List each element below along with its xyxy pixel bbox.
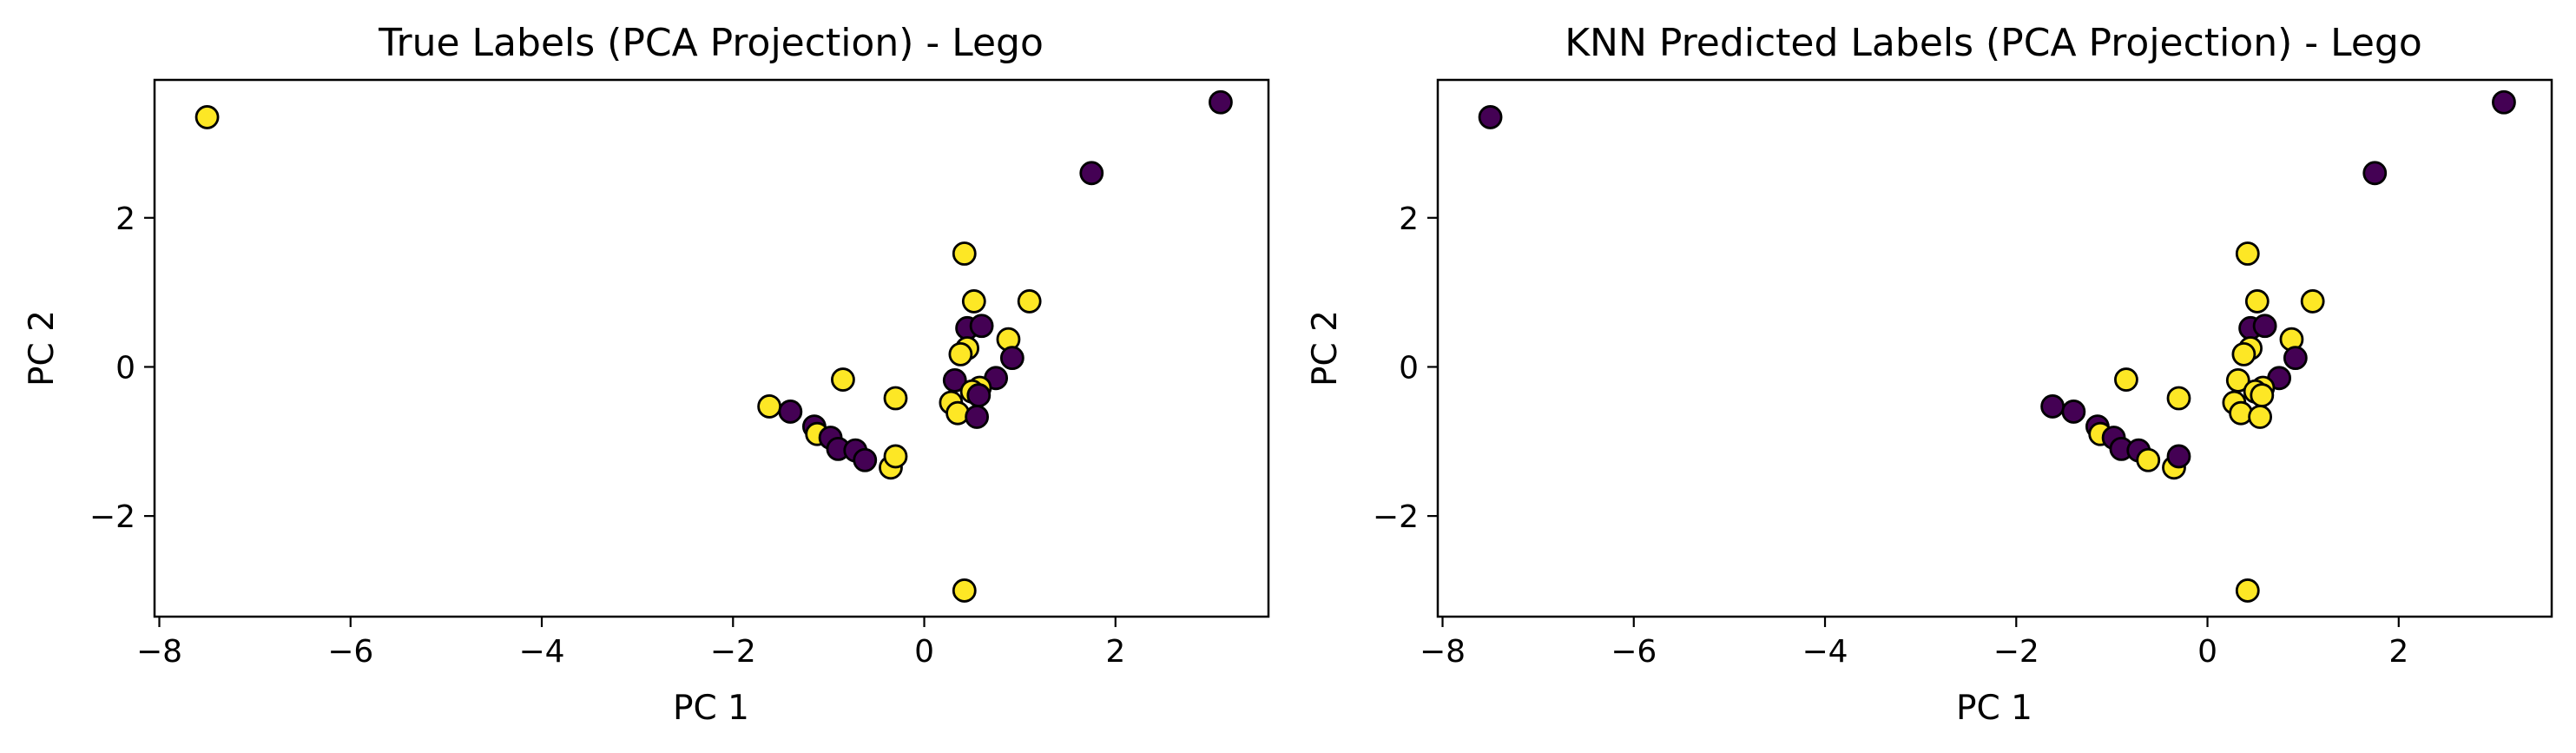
data-point: [2252, 314, 2277, 339]
data-point: [969, 314, 994, 339]
x-tick-label: −6: [1611, 634, 1657, 670]
x-axis-ticks: −8 −6 −4 −2 0 2: [1420, 617, 2408, 670]
true-labels-panel: True Labels (PCA Projection) - Lego −8 −6…: [23, 21, 1270, 728]
y-axis-label: PC 2: [23, 310, 62, 386]
data-point: [194, 105, 220, 129]
data-point: [966, 383, 992, 407]
x-tick-label: 0: [914, 634, 934, 670]
x-axis-label: PC 1: [1956, 689, 2032, 728]
data-point: [1209, 89, 1233, 115]
data-point: [2229, 400, 2253, 426]
y-tick-label: 0: [1399, 350, 1419, 386]
data-point: [2225, 368, 2250, 393]
x-axis-label: PC 1: [673, 689, 749, 728]
data-point: [2235, 241, 2260, 266]
x-tick-label: 2: [2388, 634, 2408, 670]
knn-predicted-labels-panel: KNN Predicted Labels (PCA Projection) - …: [1306, 21, 2553, 728]
data-point: [965, 405, 990, 429]
data-point: [952, 578, 977, 603]
y-axis-label: PC 2: [1306, 310, 1345, 386]
y-axis-ticks: −2 0 2: [1373, 201, 1438, 535]
data-point: [2040, 394, 2065, 419]
data-point: [999, 346, 1024, 371]
data-point: [961, 289, 986, 314]
x-axis-ticks: −8 −6 −4 −2 0 2: [136, 617, 1125, 670]
data-point: [945, 400, 970, 426]
y-tick-label: 0: [115, 350, 135, 386]
x-tick-label: −8: [136, 634, 182, 670]
y-tick-label: −2: [1373, 499, 1419, 535]
scatter-points: [1478, 89, 2516, 603]
x-tick-label: −4: [1802, 634, 1848, 670]
data-point: [2235, 578, 2260, 603]
y-tick-label: 2: [115, 201, 135, 237]
data-point: [883, 386, 908, 411]
plot-frame: [1436, 78, 2553, 618]
chart-title: KNN Predicted Labels (PCA Projection) - …: [1565, 21, 2422, 65]
x-tick-label: 0: [2197, 634, 2217, 670]
data-point: [2248, 405, 2273, 429]
x-tick-label: −2: [1993, 634, 2039, 670]
data-point: [2492, 89, 2516, 115]
data-point: [948, 341, 973, 367]
chart-title: True Labels (PCA Projection) - Lego: [378, 21, 1044, 65]
x-tick-label: −4: [518, 634, 564, 670]
y-axis-ticks: −2 0 2: [89, 201, 155, 535]
y-tick-label: 2: [1399, 201, 1419, 237]
data-point: [1478, 105, 1503, 129]
x-tick-label: 2: [1105, 634, 1125, 670]
data-point: [1017, 289, 1042, 314]
data-point: [778, 400, 803, 424]
data-point: [2244, 289, 2270, 314]
y-tick-label: −2: [89, 499, 135, 535]
data-point: [2362, 161, 2388, 186]
plot-frame: [153, 78, 1270, 618]
data-point: [942, 368, 967, 393]
data-point: [2231, 341, 2256, 367]
data-point: [2166, 444, 2191, 469]
data-point: [853, 447, 878, 472]
x-tick-label: −2: [710, 634, 756, 670]
data-point: [952, 241, 977, 266]
data-point: [1079, 161, 1104, 186]
x-tick-label: −6: [327, 634, 373, 670]
data-point: [2166, 386, 2191, 411]
x-tick-label: −8: [1420, 634, 1466, 670]
data-point: [831, 367, 855, 392]
data-point: [2250, 383, 2275, 407]
scatter-points: [194, 89, 1233, 603]
data-point: [883, 444, 908, 469]
data-point: [2283, 346, 2308, 371]
data-point: [2114, 367, 2138, 392]
data-point: [2300, 289, 2325, 314]
data-point: [2136, 447, 2161, 472]
data-point: [2061, 400, 2086, 424]
data-point: [757, 394, 782, 419]
